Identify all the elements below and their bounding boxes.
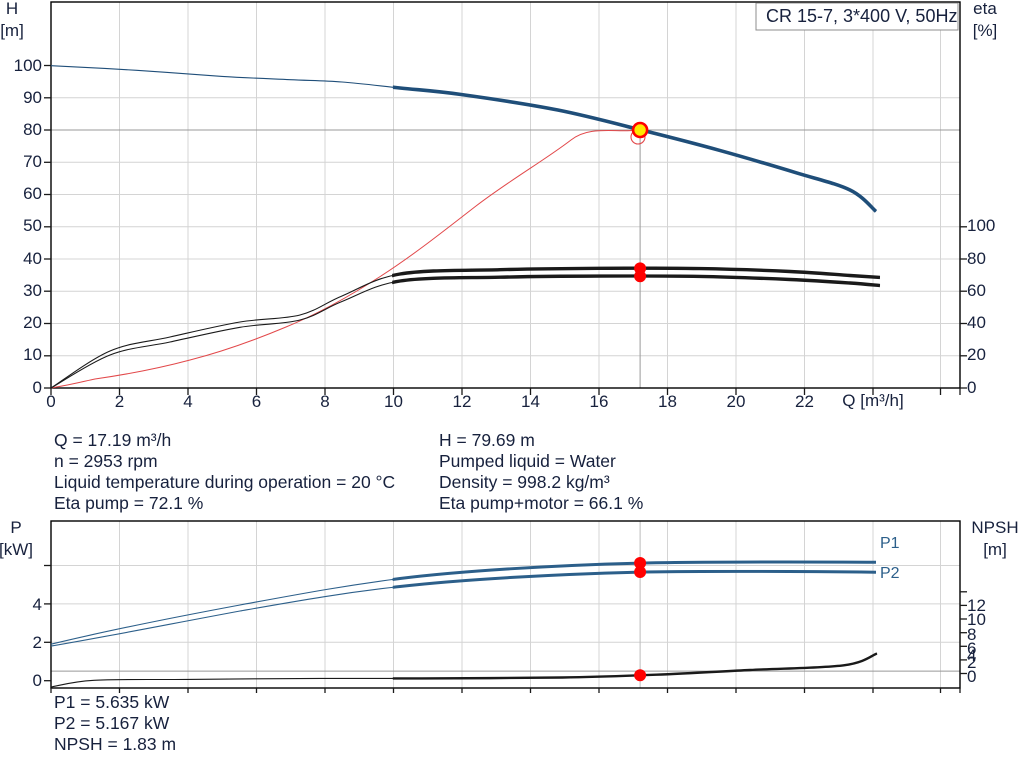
svg-text:Eta pump = 72.1 %: Eta pump = 72.1 % [54,493,203,513]
svg-text:NPSH = 1.83 m: NPSH = 1.83 m [54,734,176,754]
svg-text:0: 0 [33,671,42,690]
svg-text:0: 0 [967,667,976,686]
svg-text:40: 40 [967,313,986,332]
svg-text:20: 20 [23,313,42,332]
svg-text:Liquid temperature during oper: Liquid temperature during operation = 20… [54,472,395,492]
svg-text:60: 60 [23,184,42,203]
svg-text:2: 2 [33,633,42,652]
svg-text:P2 = 5.167 kW: P2 = 5.167 kW [54,713,170,733]
svg-text:NPSH: NPSH [971,518,1018,537]
svg-text:10: 10 [23,345,42,364]
svg-text:eta: eta [973,0,997,18]
svg-text:Eta pump+motor = 66.1 %: Eta pump+motor = 66.1 % [439,493,643,513]
svg-text:100: 100 [967,216,995,235]
svg-text:Q = 17.19 m³/h: Q = 17.19 m³/h [54,430,171,450]
svg-text:50: 50 [23,216,42,235]
svg-text:70: 70 [23,152,42,171]
svg-text:80: 80 [967,249,986,268]
svg-text:[%]: [%] [973,21,998,40]
svg-text:[kW]: [kW] [0,540,33,559]
svg-text:4: 4 [33,595,42,614]
svg-text:90: 90 [23,88,42,107]
svg-text:Q [m³/h]: Q [m³/h] [842,391,903,410]
svg-text:Pumped liquid = Water: Pumped liquid = Water [439,451,616,471]
svg-text:P1: P1 [880,535,900,552]
svg-text:[m]: [m] [0,21,24,40]
svg-text:30: 30 [23,281,42,300]
svg-text:n = 2953 rpm: n = 2953 rpm [54,451,158,471]
svg-text:80: 80 [23,120,42,139]
svg-text:20: 20 [967,345,986,364]
svg-text:Density = 998.2 kg/m³: Density = 998.2 kg/m³ [439,472,610,492]
svg-text:H: H [6,0,18,18]
svg-text:0: 0 [33,378,42,397]
svg-text:60: 60 [967,281,986,300]
svg-text:100: 100 [14,56,42,75]
svg-text:P2: P2 [880,565,900,582]
svg-text:40: 40 [23,249,42,268]
svg-text:P1 = 5.635 kW: P1 = 5.635 kW [54,692,170,712]
svg-text:P: P [10,518,21,537]
svg-text:[m]: [m] [983,540,1007,559]
svg-text:0: 0 [967,378,976,397]
svg-text:H = 79.69 m: H = 79.69 m [439,430,535,450]
svg-text:CR 15-7, 3*400 V, 50Hz: CR 15-7, 3*400 V, 50Hz [766,6,957,26]
